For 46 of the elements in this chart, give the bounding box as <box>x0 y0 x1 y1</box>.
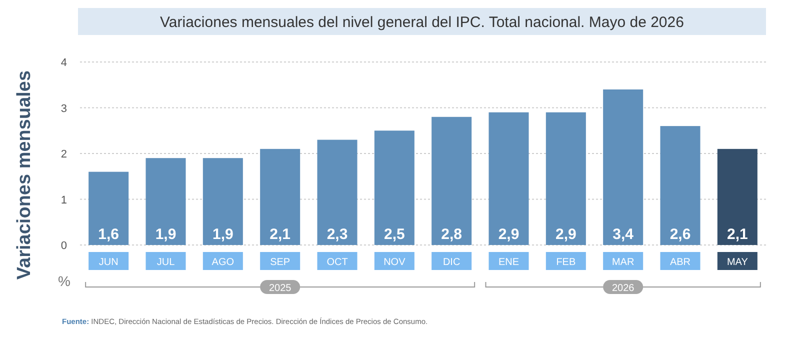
data-label: 1,6 <box>98 226 120 243</box>
y-tick-label: 4 <box>60 57 67 69</box>
x-tick-label: MAY <box>726 257 748 268</box>
x-tick-label: SEP <box>270 257 290 268</box>
x-tick-label: DIC <box>442 257 460 268</box>
bar <box>146 158 186 245</box>
bar <box>717 148 758 245</box>
y-axis-title: Variaciones mensuales <box>14 70 35 280</box>
data-label: 2,6 <box>670 226 691 243</box>
x-tick-label: ABR <box>670 257 691 268</box>
data-label: 2,1 <box>726 226 748 243</box>
x-tick-label: NOV <box>384 257 406 268</box>
y-tick-label: 3 <box>60 102 67 115</box>
y-tick-label: 2 <box>60 148 67 160</box>
bar <box>432 116 472 245</box>
bar <box>260 148 300 245</box>
bar <box>202 158 243 245</box>
bar <box>546 112 586 245</box>
x-tick-label: JUN <box>98 257 118 268</box>
data-label: 2,9 <box>555 226 576 243</box>
bar <box>603 89 644 245</box>
data-label: 2,5 <box>384 226 405 243</box>
data-label: 2,9 <box>498 226 520 243</box>
x-tick-label: OCT <box>326 257 348 268</box>
text: % <box>58 273 70 289</box>
chart-title: Variaciones mensuales del nivel general del IPC. Total nacional. Mayo de 2026 <box>160 14 684 31</box>
x-tick-label: JUL <box>156 257 176 268</box>
x-tick-label: ENE <box>498 257 520 268</box>
bar <box>488 112 529 245</box>
bar <box>374 130 414 245</box>
data-label: 3,4 <box>612 226 634 243</box>
y-tick-label: 1 <box>60 194 67 206</box>
data-label: 2,3 <box>326 226 348 243</box>
data-label: 2,1 <box>270 226 291 243</box>
x-tick-label: FEB <box>556 257 576 268</box>
text: 2026 <box>612 283 635 294</box>
bar <box>88 172 129 245</box>
bar <box>317 140 358 245</box>
x-tick-label: AGO <box>212 257 234 268</box>
data-label: 1,9 <box>155 226 176 243</box>
data-label: 1,9 <box>212 226 234 243</box>
x-tick-label: MAR <box>612 257 634 268</box>
bar <box>660 126 700 245</box>
text: 2025 <box>268 283 292 294</box>
data-label: 2,8 <box>441 226 462 243</box>
y-tick-label: 0 <box>60 240 67 252</box>
